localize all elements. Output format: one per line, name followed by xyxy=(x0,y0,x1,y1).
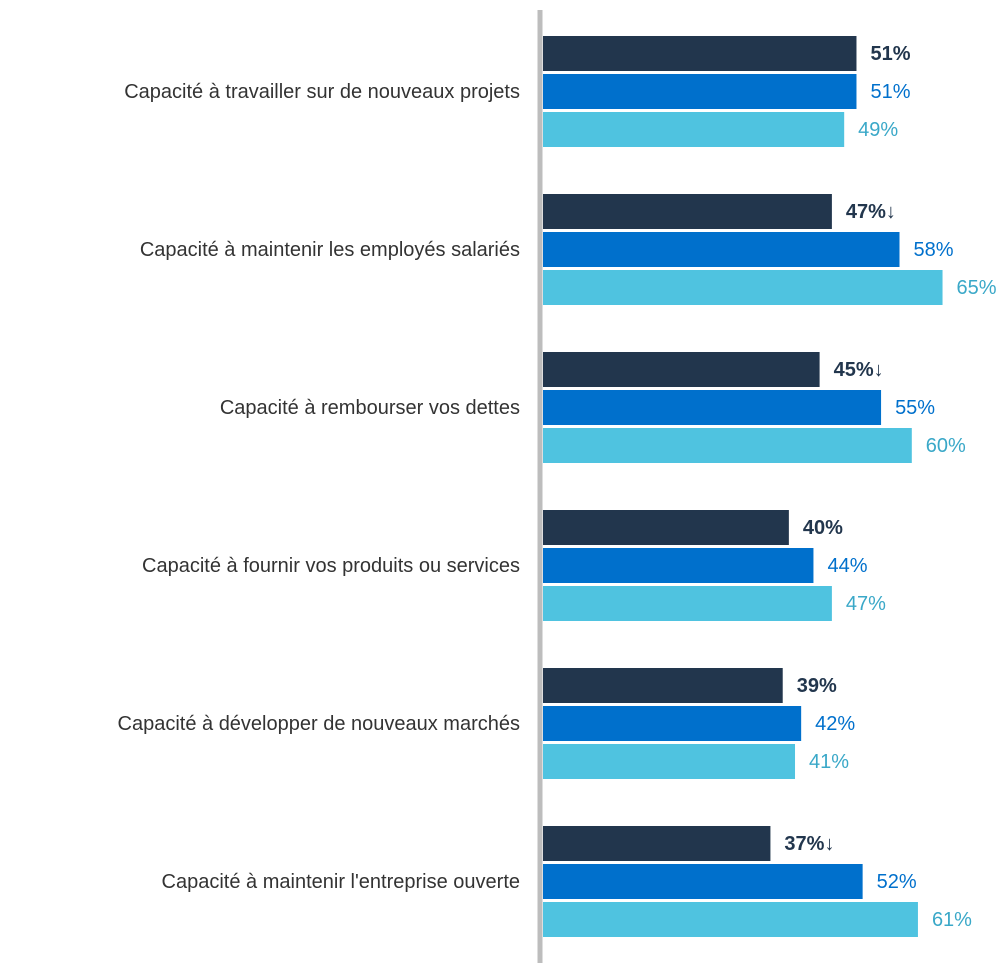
category-label: Capacité à rembourser vos dettes xyxy=(219,396,520,419)
value-label: 55% xyxy=(895,397,935,419)
bar xyxy=(543,744,796,779)
value-label: 52% xyxy=(877,871,917,893)
category-label-box: Capacité à fournir vos produits ou servi… xyxy=(0,551,520,581)
value-label: 51% xyxy=(870,43,910,65)
value-label: 40% xyxy=(803,517,843,539)
value-label: 49% xyxy=(858,119,898,141)
bar xyxy=(543,510,789,545)
value-label: 44% xyxy=(827,555,867,577)
bar xyxy=(543,548,814,583)
bar xyxy=(543,826,771,861)
bar xyxy=(543,428,912,463)
category-label: Capacité à travailler sur de nouveaux pr… xyxy=(124,80,520,103)
bar xyxy=(543,586,832,621)
category-label-box: Capacité à travailler sur de nouveaux pr… xyxy=(0,77,520,107)
value-label: 39% xyxy=(797,675,837,697)
value-label: 58% xyxy=(914,239,954,261)
value-label: 51% xyxy=(870,81,910,103)
category-label: Capacité à développer de nouveaux marché… xyxy=(117,712,520,735)
value-label: 42% xyxy=(815,713,855,735)
value-label: 37%↓ xyxy=(784,833,834,855)
bar xyxy=(543,390,882,425)
bar xyxy=(543,36,857,71)
value-label: 47% xyxy=(846,593,886,615)
value-label: 60% xyxy=(926,435,966,457)
bar xyxy=(543,902,918,937)
bar xyxy=(543,706,802,741)
category-label: Capacité à fournir vos produits ou servi… xyxy=(142,554,520,577)
category-label-box: Capacité à maintenir l'entreprise ouvert… xyxy=(0,867,520,897)
category-label-box: Capacité à maintenir les employés salari… xyxy=(0,235,520,265)
bar xyxy=(543,270,943,305)
bar xyxy=(543,352,820,387)
bar xyxy=(543,668,783,703)
category-label: Capacité à maintenir les employés salari… xyxy=(139,238,520,261)
bar xyxy=(543,112,845,147)
value-label: 41% xyxy=(809,751,849,773)
value-label: 61% xyxy=(932,909,972,931)
value-label: 45%↓ xyxy=(834,359,884,381)
category-label: Capacité à maintenir l'entreprise ouvert… xyxy=(161,870,520,893)
bar xyxy=(543,74,857,109)
bar xyxy=(543,194,832,229)
bar xyxy=(543,864,863,899)
category-label-box: Capacité à développer de nouveaux marché… xyxy=(0,709,520,739)
value-label: 47%↓ xyxy=(846,201,896,223)
category-label-box: Capacité à rembourser vos dettes xyxy=(0,393,520,423)
bar xyxy=(543,232,900,267)
value-label: 65% xyxy=(957,277,997,299)
